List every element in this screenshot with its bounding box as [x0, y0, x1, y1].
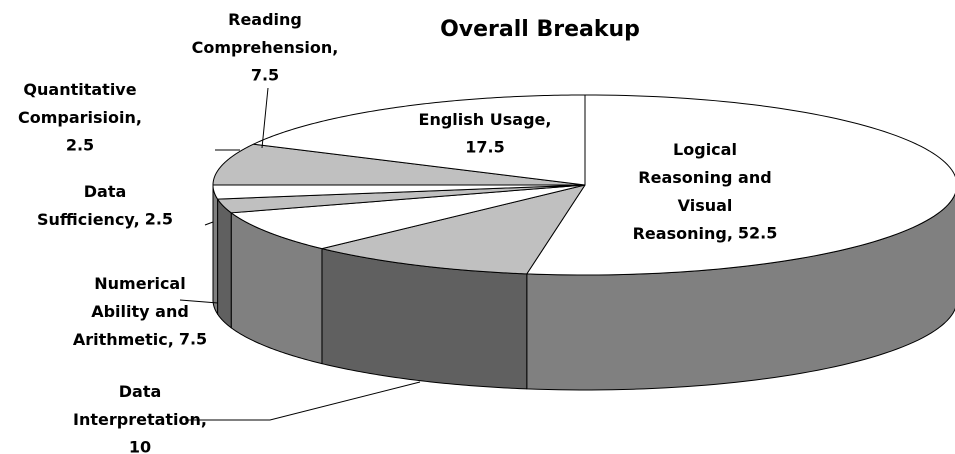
pie-slice — [321, 184, 586, 275]
slice-value: 2.5 — [66, 136, 94, 155]
slice-label: English Usage, — [419, 110, 552, 129]
slice-value: 2.5 — [145, 210, 173, 229]
leader-line — [185, 381, 421, 421]
slice-value: 52.5 — [738, 224, 777, 243]
pie-slice — [212, 143, 586, 186]
slice-value: 10 — [129, 438, 151, 454]
pie-slice — [230, 184, 586, 250]
pie-side — [212, 184, 219, 315]
labels: Logical Reasoning and Visual Reasoning, 52.5… — [18, 10, 777, 454]
slice-label: Logical Reasoning and Visual Reasoning, — [633, 140, 772, 243]
pie — [212, 94, 955, 391]
pie-slice — [526, 94, 955, 276]
pie-slice — [212, 184, 586, 200]
slice-value: 17.5 — [465, 138, 504, 157]
slice-label: Data Sufficiency, — [37, 182, 140, 229]
leader-line — [179, 299, 219, 304]
chart-title: Overall Breakup — [440, 17, 640, 42]
slice-label: Reading Comprehension, — [192, 10, 339, 57]
slice-label: Data Interpretation, — [73, 382, 207, 429]
slice-label: Quantitative Comparisioin, — [18, 80, 142, 127]
pie-slice — [217, 184, 586, 214]
pie-side — [217, 198, 232, 329]
leader-line — [204, 221, 214, 226]
slice-value: 7.5 — [251, 66, 279, 85]
pie-slice — [253, 94, 586, 186]
leader-line — [261, 87, 269, 149]
slice-value: 7.5 — [179, 330, 207, 349]
slice-label: Numerical Ability and Arithmetic, — [73, 274, 189, 349]
